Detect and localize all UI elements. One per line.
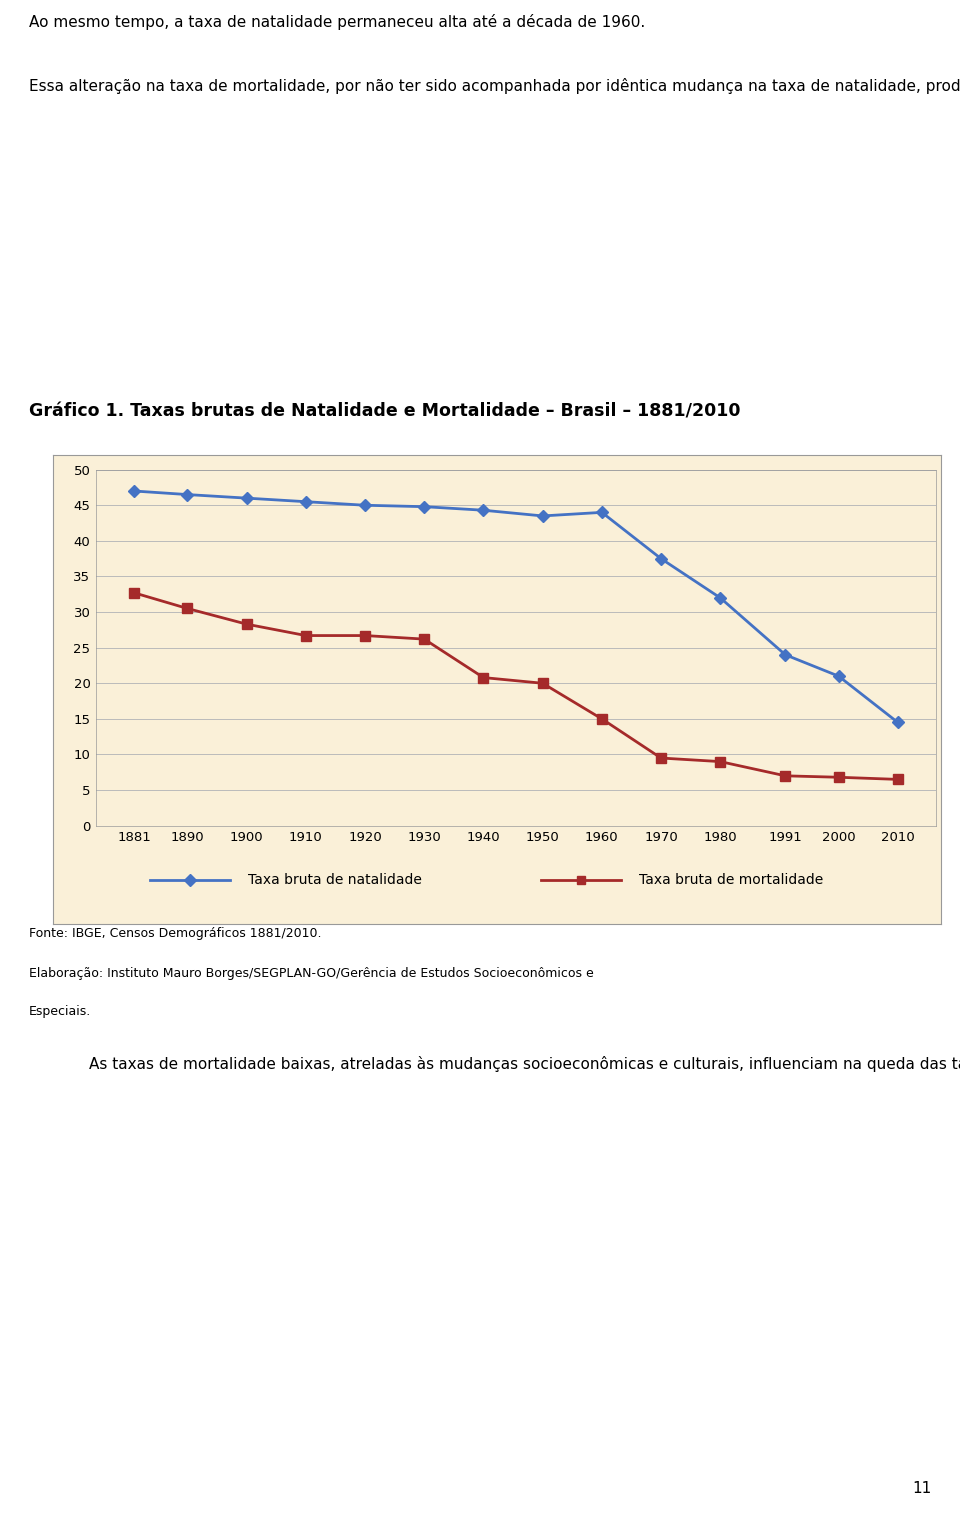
Text: Especiais.: Especiais. (29, 1004, 91, 1018)
Text: Elaboração: Instituto Mauro Borges/SEGPLAN-GO/Gerência de Estudos Socioeconômico: Elaboração: Instituto Mauro Borges/SEGPL… (29, 968, 593, 980)
Text: Taxa bruta de natalidade: Taxa bruta de natalidade (248, 873, 422, 886)
Text: 11: 11 (912, 1482, 931, 1495)
Text: Fonte: IBGE, Censos Demográficos 1881/2010.: Fonte: IBGE, Censos Demográficos 1881/20… (29, 927, 322, 941)
Text: Ao mesmo tempo, a taxa de natalidade permaneceu alta até a década de 1960.: Ao mesmo tempo, a taxa de natalidade per… (29, 14, 645, 30)
Text: Gráfico 1. Taxas brutas de Natalidade e Mortalidade – Brasil – 1881/2010: Gráfico 1. Taxas brutas de Natalidade e … (29, 403, 740, 420)
Text: Taxa bruta de mortalidade: Taxa bruta de mortalidade (639, 873, 823, 886)
Text: As taxas de mortalidade baixas, atreladas às mudanças socioeconômicas e culturai: As taxas de mortalidade baixas, atrelada… (88, 1056, 960, 1073)
Text: Essa alteração na taxa de mortalidade, por não ter sido acompanhada por idêntica: Essa alteração na taxa de mortalidade, p… (29, 77, 960, 94)
